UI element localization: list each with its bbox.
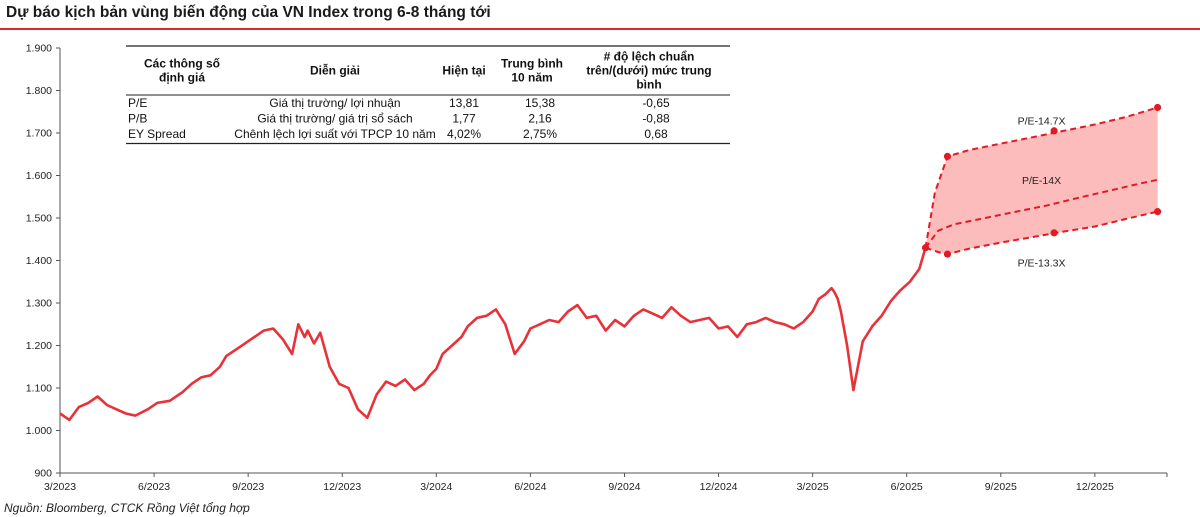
table-cell-metric: EY Spread	[128, 127, 186, 141]
annotation-layer: P/E-14.7X P/E-14X P/E-13.3X	[1018, 115, 1066, 269]
table-cell-average: 2,16	[528, 112, 552, 126]
x-tick-label: 3/2025	[797, 481, 829, 493]
table-cell-stdev: -0,88	[642, 112, 670, 126]
table-cell-current: 13,81	[449, 96, 479, 110]
x-tick-label: 12/2024	[700, 481, 738, 493]
x-tick-label: 9/2025	[985, 481, 1017, 493]
scenario-marker	[1153, 208, 1162, 216]
scenario-marker	[943, 250, 952, 258]
forecast-band	[925, 107, 1158, 255]
scenario-line	[925, 210, 1158, 256]
table-cell-metric: P/E	[128, 96, 147, 110]
scenario-label: P/E-14X	[1022, 175, 1061, 187]
x-tick-label: 3/2023	[44, 481, 76, 493]
y-tick-label: 1.300	[26, 298, 52, 310]
y-axis: 900 1.000 1.100 1.200 1.300 1.400 1.500 1.600 1.…	[26, 43, 60, 480]
table-cell-metric: P/B	[128, 112, 147, 126]
table-header-cell: Các thông số	[144, 57, 220, 71]
scenario-marker	[1050, 229, 1058, 237]
title-rule	[0, 28, 1200, 30]
y-tick-label: 1.100	[26, 383, 52, 395]
x-tick-label: 3/2024	[420, 481, 452, 493]
forecast-band-area	[925, 107, 1158, 255]
table-header-cell: # độ lệch chuẩn	[604, 50, 695, 64]
x-tick-label: 6/2025	[891, 481, 923, 493]
marker-layer	[921, 103, 1162, 258]
vn-index-line	[59, 247, 927, 422]
scenario-line	[924, 106, 1158, 248]
line-layer	[59, 106, 1158, 422]
table-header-cell: bình	[636, 78, 661, 92]
scenario-marker	[1153, 103, 1162, 112]
source-note: Nguồn: Bloomberg, CTCK Rồng Việt tổng hợ…	[4, 501, 250, 515]
y-tick-label: 1.400	[26, 255, 52, 267]
scenario-marker	[1050, 127, 1058, 135]
y-tick-label: 900	[34, 468, 52, 480]
y-tick-label: 1.900	[26, 43, 52, 55]
scenario-line	[924, 178, 1158, 249]
scenario-label: P/E-13.3X	[1018, 258, 1066, 270]
table-cell-average: 15,38	[525, 96, 555, 110]
x-tick-label: 6/2024	[514, 481, 546, 493]
x-tick-label: 12/2025	[1076, 481, 1114, 493]
table-cell-stdev: 0,68	[644, 127, 668, 141]
x-tick-label: 9/2023	[232, 481, 264, 493]
table-header-cell: Hiện tại	[442, 64, 485, 78]
y-tick-label: 1.800	[26, 85, 52, 97]
table-cell-current: 1,77	[452, 112, 476, 126]
scenario-label: P/E-14.7X	[1018, 115, 1066, 127]
table-header-cell: định giá	[159, 71, 205, 85]
y-tick-label: 1.600	[26, 170, 52, 182]
x-tick-label: 12/2023	[323, 481, 361, 493]
table-cell-current: 4,02%	[447, 127, 481, 141]
x-axis: 3/2023 6/2023 9/2023 12/2023 3/2024 6/2024 9/2…	[44, 473, 1168, 493]
y-tick-label: 1.700	[26, 128, 52, 140]
table-cell-stdev: -0,65	[642, 96, 670, 110]
table-header-cell: Trung bình	[501, 57, 563, 71]
table-cell-average: 2,75%	[523, 127, 557, 141]
y-tick-label: 1.000	[26, 425, 52, 437]
chart-title: Dự báo kịch bản vùng biến động của VN In…	[6, 4, 491, 21]
table-header-cell: trên/(dưới) mức trung	[586, 64, 711, 78]
scenario-marker	[921, 244, 930, 252]
table-header-cell: Diễn giải	[310, 63, 360, 78]
table-cell-description: Chênh lệch lợi suất với TPCP 10 năm	[234, 127, 435, 141]
y-tick-label: 1.200	[26, 340, 52, 352]
vn-index-chart: 900 1.000 1.100 1.200 1.300 1.400 1.500 1.600 1.…	[26, 43, 1168, 493]
table-cell-description: Giá thị trường/ giá trị sổ sách	[257, 112, 412, 126]
scenario-marker	[943, 152, 952, 160]
y-tick-label: 1.500	[26, 213, 52, 225]
table-cell-description: Giá thị trường/ lợi nhuận	[269, 96, 400, 110]
x-tick-label: 6/2023	[138, 481, 170, 493]
x-tick-label: 9/2024	[608, 481, 640, 493]
table-header-cell: 10 năm	[511, 71, 552, 85]
